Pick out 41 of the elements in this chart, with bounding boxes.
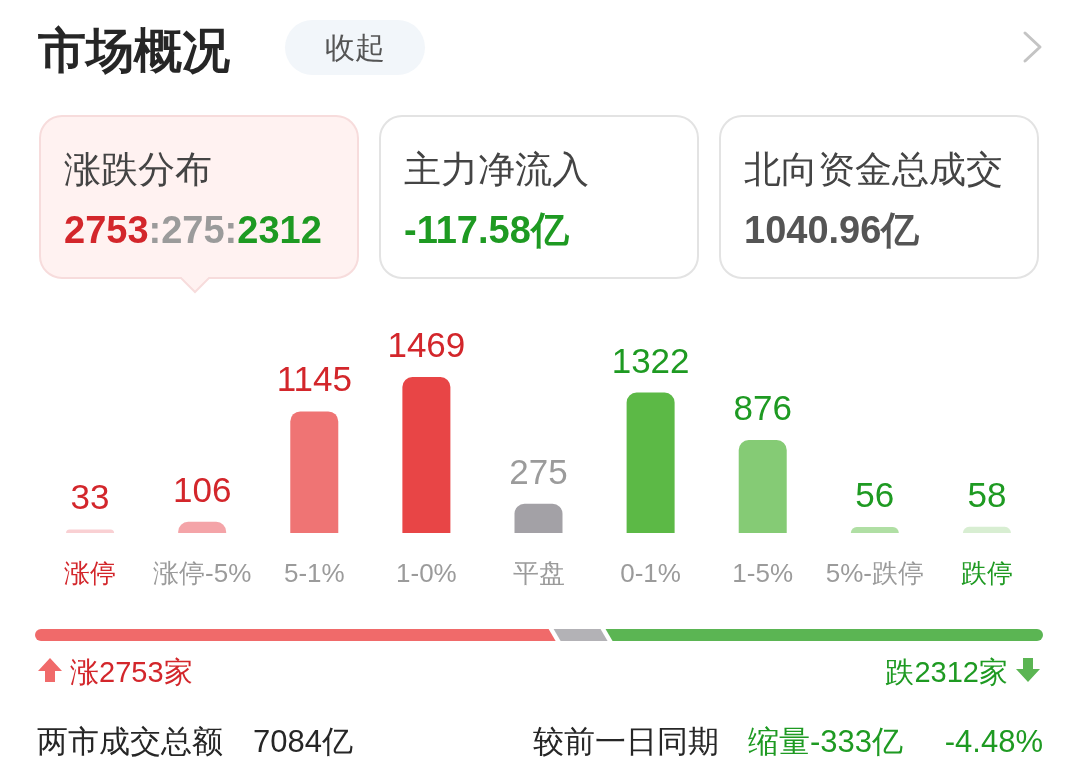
text: 北向资金总成交 [744,149,1003,190]
bar [514,503,563,533]
x-tick-label: 5%-跌停 [825,558,924,588]
data-label: 275 [509,451,568,491]
bar [850,527,899,533]
x-tick-label: 1-5% [732,558,794,588]
text: 7084亿 [253,724,353,759]
bar [66,529,115,533]
text: 涨跌分布 [64,149,212,190]
text: 跌2312家 [885,656,1008,688]
x-tick-label: 0-1% [620,558,681,588]
text: 涨2753家 [70,656,193,688]
data-label: 106 [172,469,232,509]
text: 主力净流入 [404,149,589,190]
text: 1040.96亿 [744,209,921,251]
text: 较前一日同期 [533,724,719,759]
bar [626,392,675,533]
x-tick-label: 平盘 [512,558,565,588]
data-label: 58 [967,474,1007,514]
data-label: 876 [733,387,792,427]
text: 缩量-333亿 [748,724,904,759]
bar [402,377,451,533]
text: 两市成交总额 [37,724,223,759]
x-tick-label: 涨停 [64,558,117,588]
bar [962,526,1011,533]
text: 收起 [325,31,385,64]
text: 2753:275:2312 [64,209,322,251]
x-tick-label: 5-1% [283,558,345,588]
data-label: 1469 [387,325,466,364]
x-tick-label: 跌停 [960,558,1013,588]
text: -4.48% [944,724,1043,759]
text: -117.58亿 [404,209,570,251]
data-label: 1145 [276,359,352,399]
data-label: 1322 [611,340,690,380]
data-label: 56 [855,475,895,515]
data-label: 33 [70,477,110,517]
bar [738,439,787,533]
x-tick-label: 涨停-5% [153,558,252,588]
bar [290,411,339,533]
x-tick-label: 1-0% [396,558,457,588]
text: 市场概况 [37,24,230,77]
